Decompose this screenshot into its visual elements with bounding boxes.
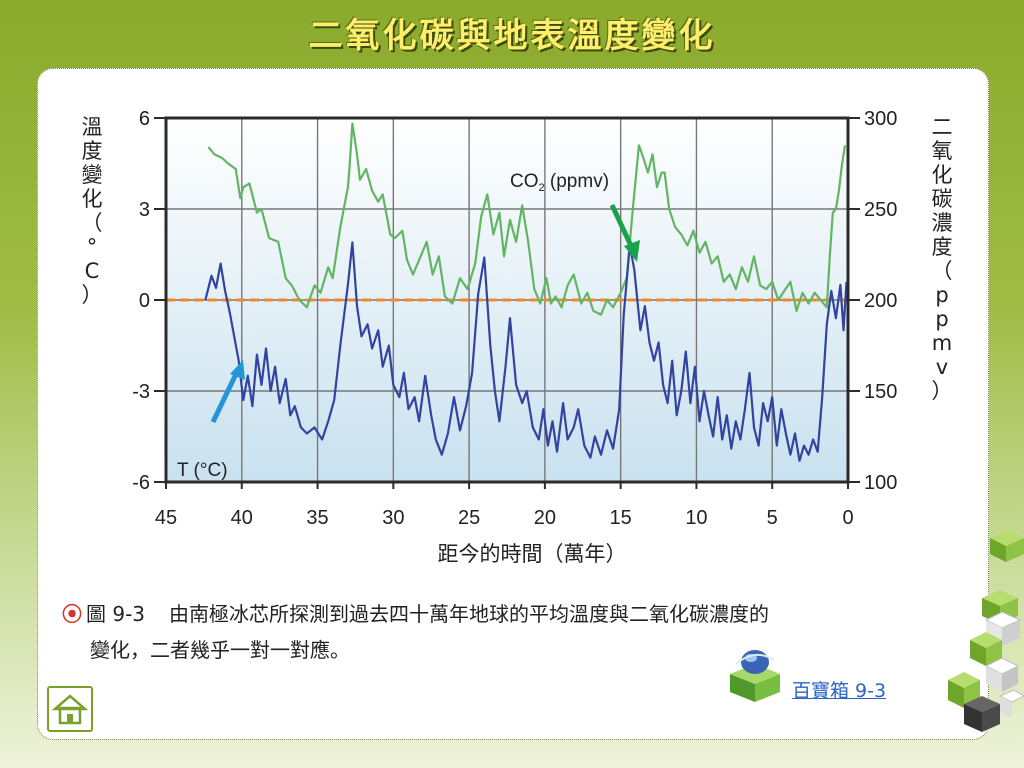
co2-annotation: CO2 (ppmv) (510, 171, 609, 194)
right-y-tick-label: 200 (864, 290, 897, 312)
temperature-series-line (204, 241, 848, 462)
treasure-box-link[interactable]: 百寶箱 9-3 (792, 680, 887, 702)
treasure-box: 百寶箱 9-3 (722, 646, 922, 706)
x-tick-label: 35 (306, 507, 328, 529)
x-tick-label: 15 (610, 507, 632, 529)
x-axis-label: 距今的時間（萬年） (438, 542, 627, 566)
treasure-box-icon (730, 650, 780, 702)
co2-arrow-icon (609, 203, 640, 262)
right-y-tick-label: 150 (864, 381, 897, 403)
left-y-axis-label: 溫度變化（° C） (82, 115, 103, 307)
left-y-tick-label: 6 (139, 108, 150, 130)
ice-core-chart: 45 40 35 30 25 20 15 10 5 0630-3-6300250200150100… (82, 108, 953, 566)
right-y-tick-label: 250 (864, 199, 897, 221)
left-y-tick-label: -6 (132, 472, 150, 494)
right-y-tick-label: 300 (864, 108, 897, 130)
right-y-tick-label: 100 (864, 472, 897, 494)
right-y-axis-label: 二氧化碳濃度（ p p m v） (932, 115, 953, 403)
x-tick-label: 45 (155, 507, 177, 529)
x-tick-label: 20 (534, 507, 556, 529)
x-tick-label: 0 (842, 507, 853, 529)
caption-bullet-icon: ⦿ (62, 602, 82, 626)
page-title: 二氧化碳與地表溫度變化 (308, 16, 716, 56)
x-tick-label: 40 (231, 507, 253, 529)
x-tick-label: 10 (685, 507, 707, 529)
co2-annotation-unit: (ppmv) (545, 171, 609, 192)
co2-series-line (207, 122, 847, 316)
home-button[interactable] (47, 686, 93, 732)
left-y-tick-label: 0 (139, 290, 150, 312)
figure-caption: ⦿ 圖 9-3 由南極冰芯所探測到過去四十萬年地球的平均溫度與二氧化碳濃度的 變化，… (62, 596, 962, 668)
temp-annotation: T (°C) (177, 460, 228, 481)
caption-line-1: 由南極冰芯所探測到過去四十萬年地球的平均溫度與二氧化碳濃度的 (169, 602, 770, 626)
x-tick-label: 25 (458, 507, 480, 529)
co2-annotation-label: CO (510, 171, 539, 192)
x-tick-label: 30 (382, 507, 404, 529)
home-icon (51, 694, 89, 725)
x-tick-label: 5 (767, 507, 778, 529)
decorative-cubes (948, 530, 1024, 732)
left-y-tick-label: 3 (139, 199, 150, 221)
figure-label: 圖 9-3 (86, 602, 146, 626)
left-y-tick-label: -3 (132, 381, 150, 403)
co2-annotation-sub: 2 (539, 182, 545, 194)
caption-line-2: 變化，二者幾乎一對一對應。 (90, 638, 350, 662)
temp-arrow-icon (210, 360, 245, 424)
